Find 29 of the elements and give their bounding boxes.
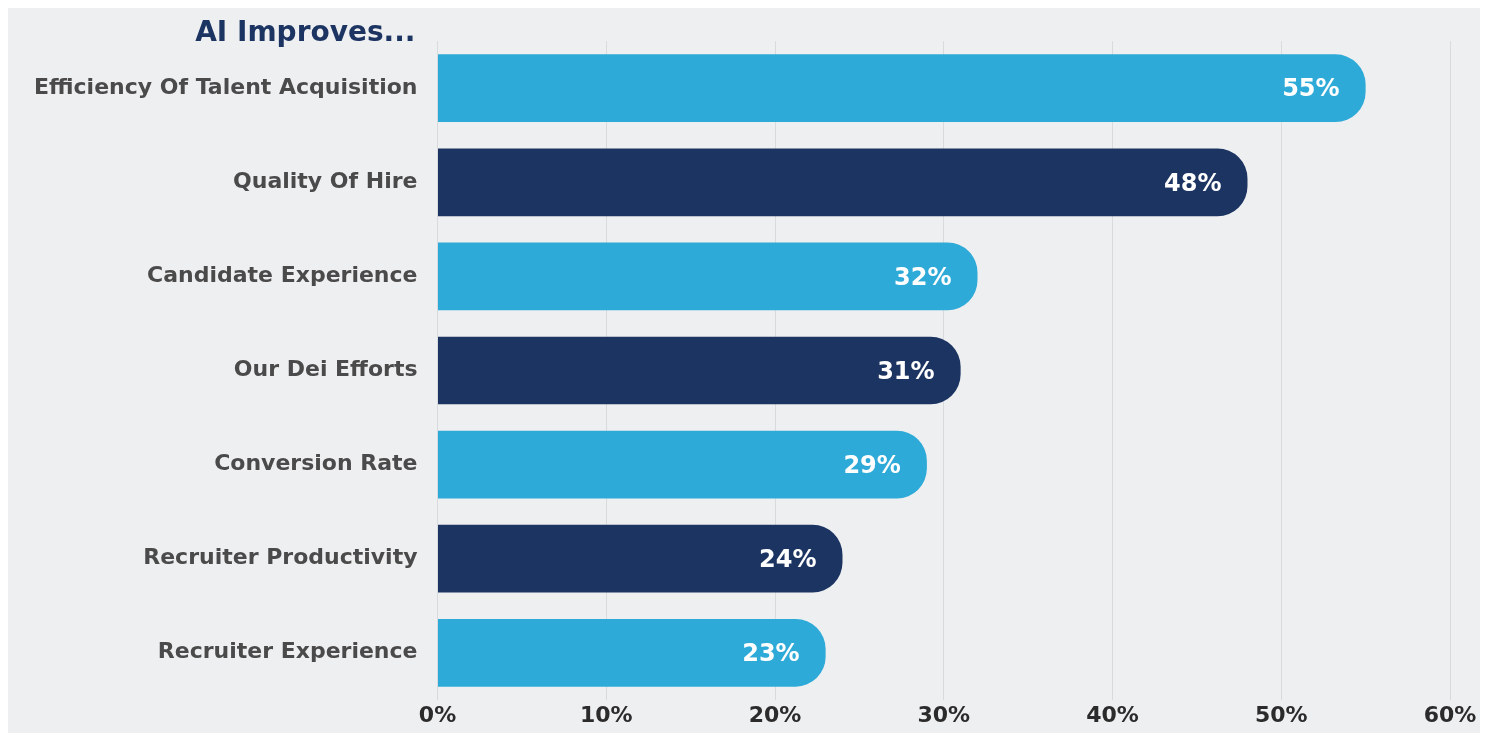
bar — [438, 148, 1248, 217]
data-label: 55% — [1282, 74, 1340, 103]
data-label: 24% — [759, 544, 817, 573]
y-tick-label: Recruiter Experience — [157, 638, 418, 664]
x-tick-label: 20% — [748, 701, 802, 727]
x-tick-label: 60% — [1423, 701, 1477, 727]
bar — [438, 242, 978, 311]
x-tick-label: 50% — [1254, 701, 1308, 727]
y-tick-label: Efficiency Of Talent Acquisition — [33, 73, 418, 99]
chart-title: AI Improves... — [195, 15, 416, 49]
bar — [438, 618, 826, 687]
bar — [438, 336, 961, 405]
y-tick-label: Recruiter Productivity — [143, 544, 418, 570]
data-label: 29% — [843, 450, 901, 479]
x-tick-label: 40% — [1086, 701, 1139, 727]
bar — [438, 430, 927, 499]
data-label: 31% — [877, 356, 935, 385]
data-label: 23% — [742, 638, 800, 667]
data-label: 48% — [1164, 168, 1222, 197]
bar — [438, 54, 1366, 123]
y-tick-label: Candidate Experience — [147, 262, 418, 288]
y-tick-label: Quality Of Hire — [233, 168, 418, 194]
x-tick-label: 10% — [579, 701, 633, 727]
y-tick-label: Our Dei Efforts — [233, 356, 418, 382]
x-tick-label: 0% — [418, 701, 457, 727]
bar — [438, 524, 843, 593]
y-tick-label: Conversion Rate — [214, 450, 418, 476]
data-label: 32% — [894, 262, 952, 291]
x-tick-label: 30% — [917, 701, 971, 727]
